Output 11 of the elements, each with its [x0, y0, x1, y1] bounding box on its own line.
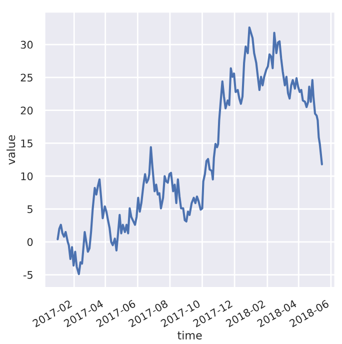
y-tick-label: -5	[23, 271, 32, 279]
y-tick-label: 0	[27, 238, 33, 246]
y-tick-label: 25	[20, 74, 32, 82]
line-series	[56, 26, 323, 276]
y-axis-title: value	[6, 135, 16, 165]
y-tick-label: 5	[28, 205, 32, 214]
y-tick-label: 15	[21, 140, 32, 148]
y-tick-label: 30	[20, 40, 33, 49]
y-tick-label: 10	[21, 172, 33, 180]
y-tick-label: 20	[20, 106, 33, 114]
x-axis-title: time	[178, 330, 202, 340]
